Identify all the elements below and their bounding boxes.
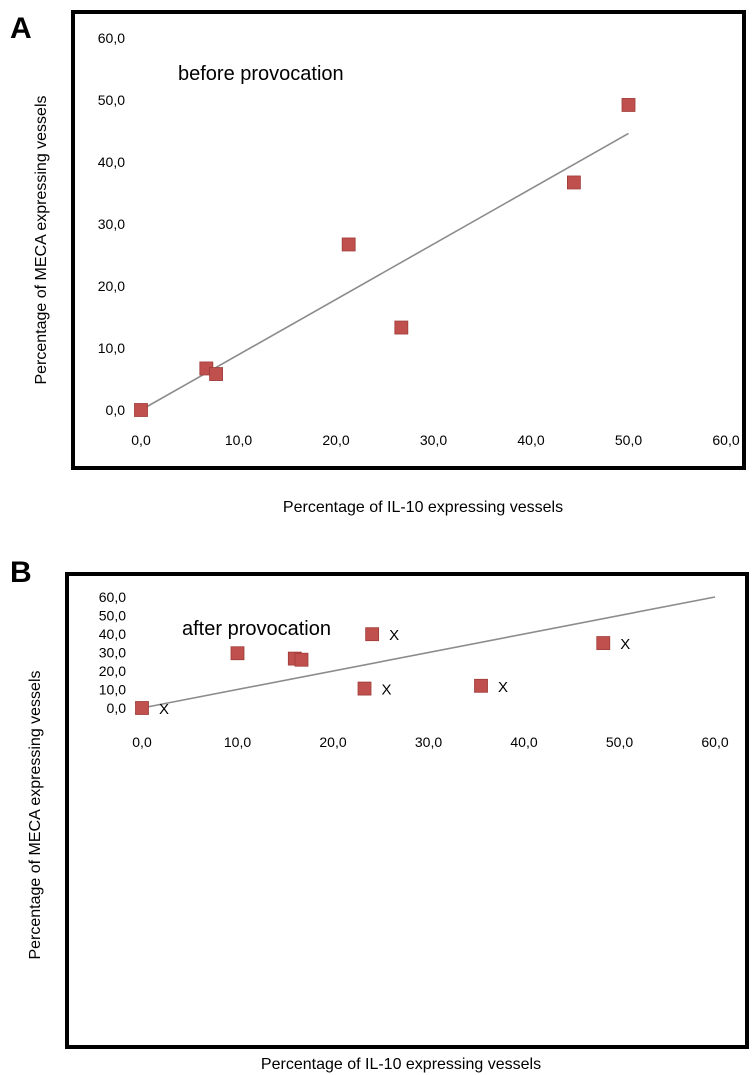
data-point (230, 646, 245, 661)
point-mark-label: X (620, 636, 630, 653)
x-tick-label: 30,0 (415, 734, 442, 750)
x-tick-label: 20,0 (322, 432, 349, 448)
data-point (134, 403, 148, 417)
x-tick-label: 0,0 (131, 432, 151, 448)
x-tick-label: 10,0 (225, 432, 252, 448)
chart-frame (65, 572, 749, 1049)
panel-letter: A (10, 12, 32, 45)
x-tick-label: 60,0 (701, 734, 728, 750)
y-tick-label: 40,0 (99, 626, 126, 642)
panel-a: A before provocation Percentage of MECA … (0, 0, 755, 520)
y-tick-label: 50,0 (99, 608, 126, 624)
y-tick-label: 50,0 (98, 92, 125, 108)
x-tick-label: 40,0 (517, 432, 544, 448)
panel-b: B after provocation Percentage of MECA e… (0, 545, 755, 1075)
data-point (357, 681, 372, 696)
data-point (341, 237, 356, 252)
x-tick-label: 50,0 (615, 432, 642, 448)
y-tick-label: 20,0 (99, 663, 126, 679)
point-mark-label: X (382, 682, 392, 699)
scatter-chart-after: B after provocation Percentage of MECA e… (10, 556, 749, 1073)
y-tick-label: 0,0 (106, 402, 126, 418)
y-axis-label: Percentage of MECA expressing vessels (27, 670, 44, 959)
point-mark-label: X (498, 679, 508, 696)
y-tick-label: 30,0 (99, 645, 126, 661)
y-tick-label: 30,0 (98, 216, 125, 232)
y-tick-label: 10,0 (98, 340, 125, 356)
y-tick-label: 60,0 (98, 30, 125, 46)
data-point (294, 652, 309, 667)
point-mark-label: X (159, 701, 169, 718)
data-point (474, 678, 488, 693)
x-tick-label: 50,0 (606, 734, 633, 750)
trendline (141, 596, 716, 709)
data-point (135, 701, 149, 715)
x-tick-label: 10,0 (224, 734, 251, 750)
data-point (365, 627, 380, 642)
data-point (567, 175, 581, 190)
y-tick-label: 10,0 (99, 682, 126, 698)
x-tick-label: 20,0 (319, 734, 346, 750)
x-tick-label: 60,0 (712, 432, 739, 448)
trendline (140, 132, 629, 411)
annotation-label: before provocation (178, 63, 344, 85)
data-point (209, 367, 223, 381)
y-axis-label: Percentage of MECA expressing vessels (33, 95, 50, 384)
y-tick-label: 0,0 (107, 700, 127, 716)
panel-letter: B (10, 556, 32, 589)
y-tick-label: 40,0 (98, 154, 125, 170)
data-point (394, 320, 409, 335)
data-point (596, 636, 611, 650)
y-tick-label: 20,0 (98, 278, 125, 294)
annotation-label: after provocation (182, 618, 331, 640)
x-tick-label: 0,0 (132, 734, 152, 750)
scatter-chart-before: A before provocation Percentage of MECA … (10, 10, 746, 516)
y-tick-label: 60,0 (99, 589, 126, 605)
x-tick-label: 40,0 (510, 734, 537, 750)
data-point (621, 98, 636, 112)
x-axis-label: Percentage of IL-10 expressing vessels (283, 499, 563, 516)
x-axis-label: Percentage of IL-10 expressing vessels (261, 1056, 541, 1073)
chart-frame (71, 10, 746, 470)
x-tick-label: 30,0 (420, 432, 447, 448)
point-mark-label: X (389, 627, 399, 644)
